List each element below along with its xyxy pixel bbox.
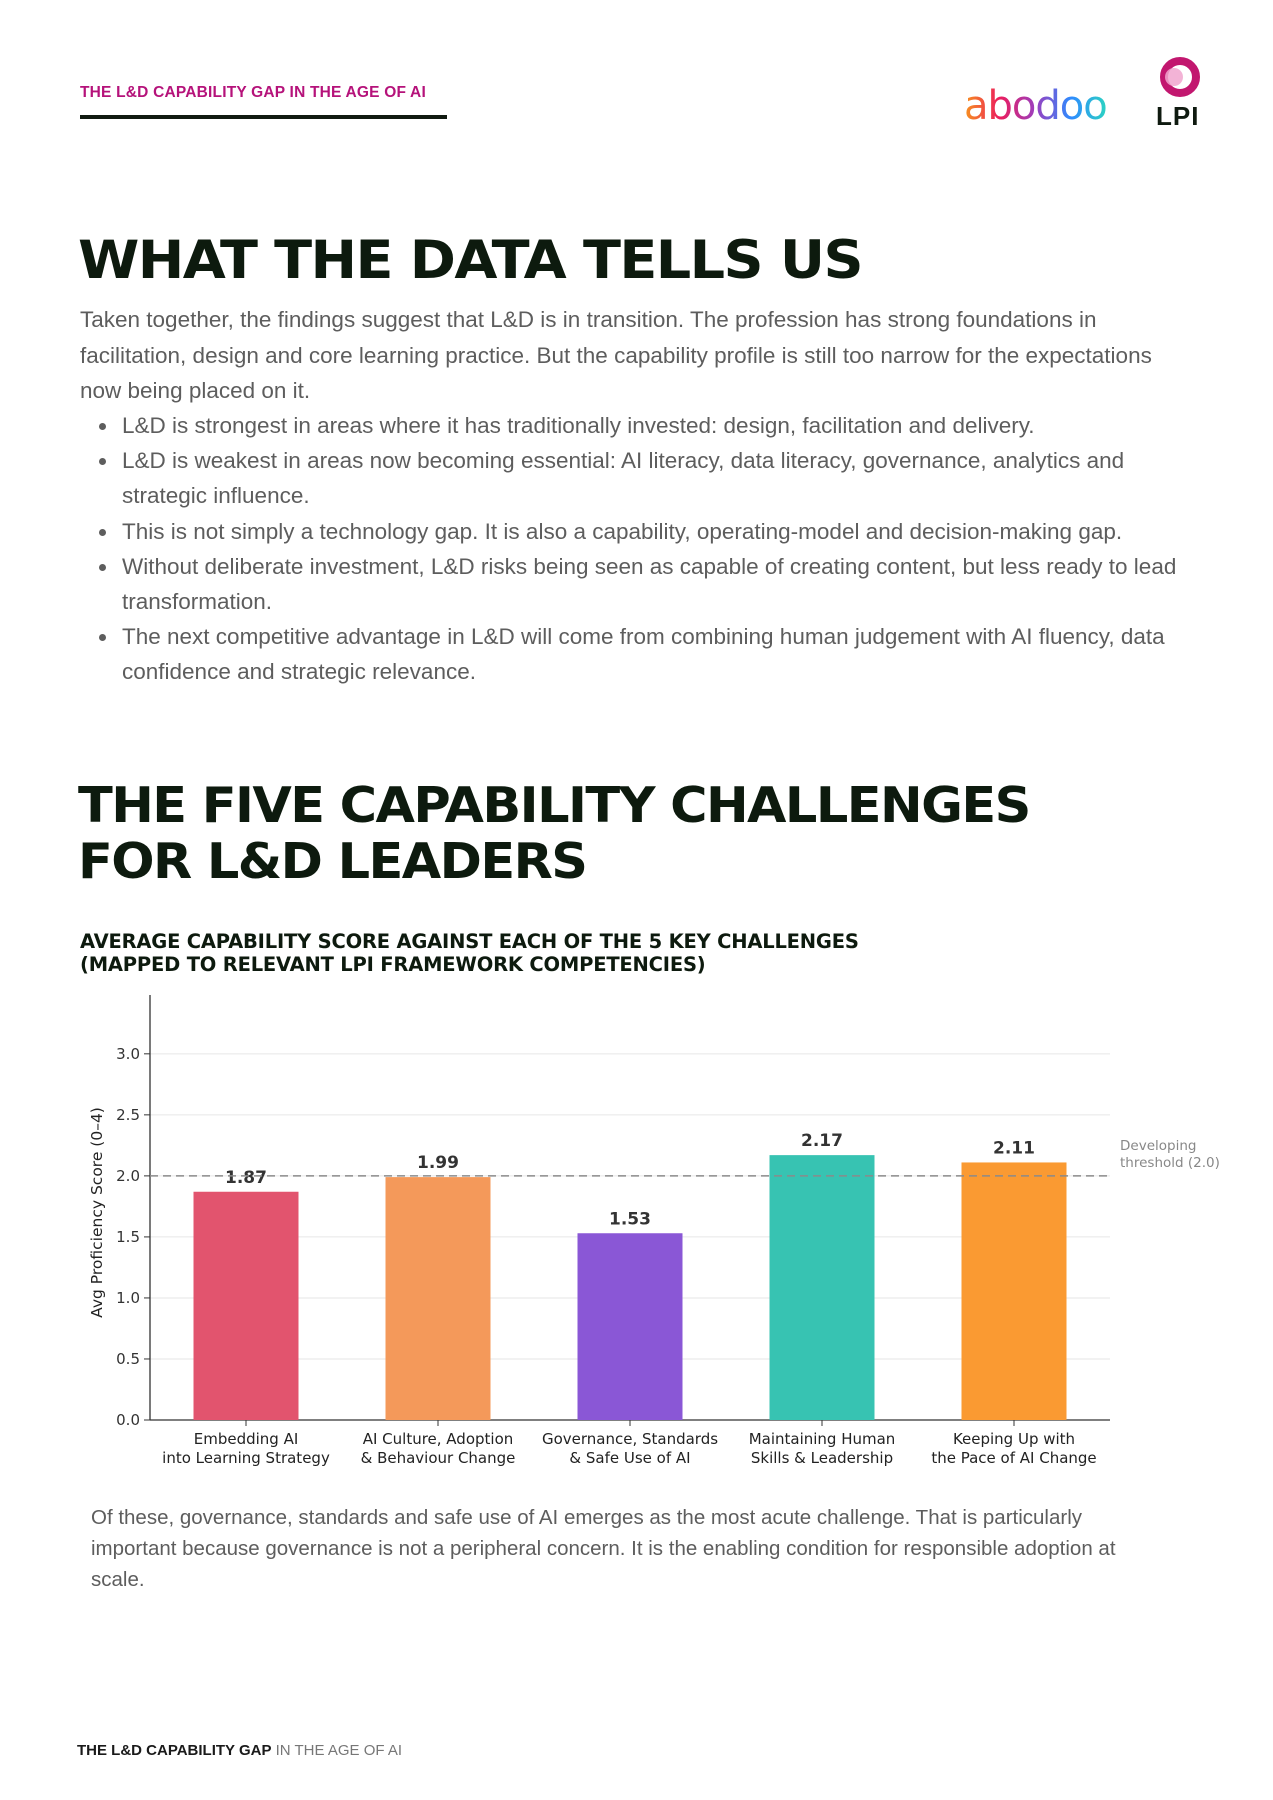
y-axis-label: Avg Proficiency Score (0–4) [88, 1107, 106, 1318]
lpi-ring-icon [1160, 57, 1200, 97]
abodoo-logo-text: abodoo [964, 87, 1107, 127]
x-tick-label: & Safe Use of AI [569, 1449, 690, 1467]
capability-bar-chart: 0.0 0.5 1.0 1.5 2.0 2.5 3.0 Avg Proficiency Sco… [88, 995, 1220, 1467]
outro-paragraph: Of these, governance, standards and safe… [91, 1506, 1116, 1591]
chart-title-line: AVERAGE CAPABILITY SCORE AGAINST EACH OF… [80, 930, 859, 953]
x-tick-label: Maintaining Human [749, 1430, 896, 1448]
intro-paragraph: Taken together, the findings suggest tha… [80, 307, 1152, 403]
y-tick-label: 0.5 [116, 1350, 140, 1368]
bar-value-label: 1.99 [417, 1153, 459, 1173]
list-item: This is not simply a technology gap. It … [80, 514, 1190, 549]
x-tick-label: AI Culture, Adoption [363, 1430, 514, 1448]
chart-title-line: (MAPPED TO RELEVANT LPI FRAMEWORK COMPET… [80, 953, 706, 976]
x-tick-label: Skills & Leadership [751, 1449, 893, 1467]
list-item: L&D is weakest in areas now becoming ess… [80, 443, 1190, 513]
x-tick-label: the Pace of AI Change [931, 1449, 1096, 1467]
list-item: L&D is strongest in areas where it has t… [80, 408, 1190, 443]
y-tick-label: 2.5 [116, 1106, 140, 1124]
threshold-label: threshold (2.0) [1120, 1155, 1220, 1171]
y-tick-label: 0.0 [116, 1411, 140, 1429]
y-tick-label: 2.0 [116, 1167, 140, 1185]
bar [385, 1177, 491, 1420]
list-item: The next competitive advantage in L&D wi… [80, 619, 1190, 689]
bar-value-label: 2.17 [801, 1131, 843, 1151]
footer-rest: IN THE AGE OF AI [271, 1742, 403, 1759]
y-tick-label: 1.5 [116, 1228, 140, 1246]
abodoo-logo: abodoo [964, 87, 1108, 127]
bar [577, 1233, 683, 1420]
bar [961, 1162, 1067, 1420]
header-rule [80, 115, 447, 119]
x-tick-label: Embedding AI [194, 1430, 299, 1448]
x-tick-label: into Learning Strategy [162, 1449, 330, 1467]
section-title-data-tells-us: WHAT THE DATA TELLS US [78, 230, 864, 291]
x-tick-label: Keeping Up with [953, 1430, 1075, 1448]
page-footer: THE L&D CAPABILITY GAP IN THE AGE OF AI [77, 1742, 402, 1759]
list-item: Without deliberate investment, L&D risks… [80, 549, 1190, 619]
section-title-five-challenges: THE FIVE CAPABILITY CHALLENGES FOR L&D L… [78, 777, 1031, 890]
partner-logos: abodoo LPI [964, 55, 1214, 131]
section-title-line: FOR L&D LEADERS [78, 833, 588, 890]
y-tick-label: 3.0 [116, 1045, 140, 1063]
threshold-label: Developing [1120, 1138, 1196, 1154]
findings-list: L&D is strongest in areas where it has t… [80, 408, 1190, 690]
bar-value-label: 2.11 [993, 1138, 1035, 1158]
x-tick-label: & Behaviour Change [361, 1449, 516, 1467]
bar-value-label: 1.53 [609, 1209, 651, 1229]
bar [193, 1191, 299, 1420]
bar [769, 1155, 875, 1420]
y-tick-label: 1.0 [116, 1289, 140, 1307]
header-kicker: THE L&D CAPABILITY GAP IN THE AGE OF AI [80, 84, 426, 101]
lpi-logo-text: LPI [1156, 101, 1200, 131]
section-title-line: THE FIVE CAPABILITY CHALLENGES [78, 777, 1031, 834]
x-tick-label: Governance, Standards [542, 1430, 718, 1448]
footer-bold: THE L&D CAPABILITY GAP [77, 1742, 272, 1759]
chart-title: AVERAGE CAPABILITY SCORE AGAINST EACH OF… [80, 930, 980, 976]
bar-value-label: 1.87 [225, 1168, 267, 1188]
